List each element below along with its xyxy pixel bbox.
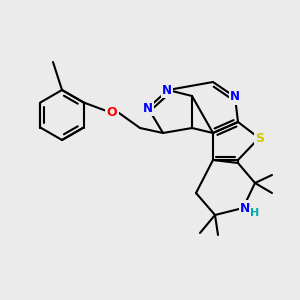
Text: N: N — [162, 83, 172, 97]
Text: N: N — [240, 202, 250, 214]
Text: N: N — [230, 91, 240, 103]
Text: O: O — [107, 106, 117, 119]
Text: N: N — [143, 101, 153, 115]
Text: H: H — [250, 208, 260, 218]
Text: S: S — [256, 131, 265, 145]
